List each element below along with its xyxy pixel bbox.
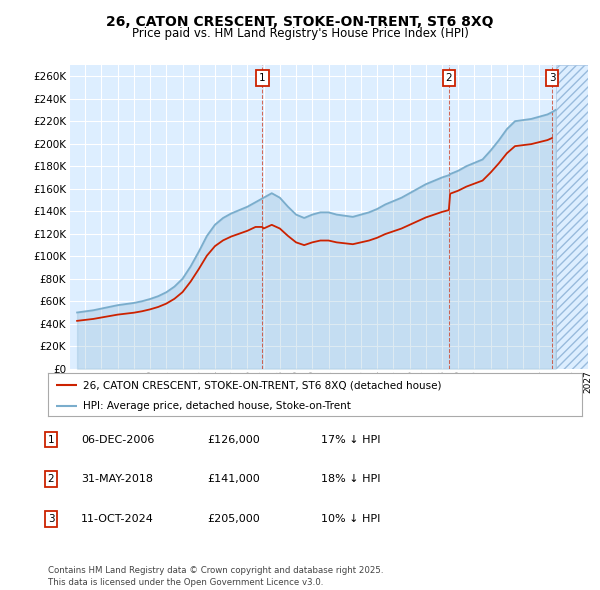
Text: 11-OCT-2024: 11-OCT-2024 [81,514,154,524]
Text: 2: 2 [446,73,452,83]
Text: 18% ↓ HPI: 18% ↓ HPI [321,474,380,484]
Text: Contains HM Land Registry data © Crown copyright and database right 2025.
This d: Contains HM Land Registry data © Crown c… [48,566,383,587]
Text: £205,000: £205,000 [207,514,260,524]
Text: 10% ↓ HPI: 10% ↓ HPI [321,514,380,524]
Text: 06-DEC-2006: 06-DEC-2006 [81,435,154,444]
Text: 26, CATON CRESCENT, STOKE-ON-TRENT, ST6 8XQ: 26, CATON CRESCENT, STOKE-ON-TRENT, ST6 … [106,15,494,29]
Text: 1: 1 [47,435,55,444]
Text: HPI: Average price, detached house, Stoke-on-Trent: HPI: Average price, detached house, Stok… [83,401,350,411]
Text: 2: 2 [47,474,55,484]
Text: £126,000: £126,000 [207,435,260,444]
Text: 26, CATON CRESCENT, STOKE-ON-TRENT, ST6 8XQ (detached house): 26, CATON CRESCENT, STOKE-ON-TRENT, ST6 … [83,381,441,391]
Text: 3: 3 [47,514,55,524]
Text: Price paid vs. HM Land Registry's House Price Index (HPI): Price paid vs. HM Land Registry's House … [131,27,469,40]
Text: 3: 3 [548,73,556,83]
Text: 31-MAY-2018: 31-MAY-2018 [81,474,153,484]
Text: £141,000: £141,000 [207,474,260,484]
Text: 17% ↓ HPI: 17% ↓ HPI [321,435,380,444]
Text: 1: 1 [259,73,266,83]
